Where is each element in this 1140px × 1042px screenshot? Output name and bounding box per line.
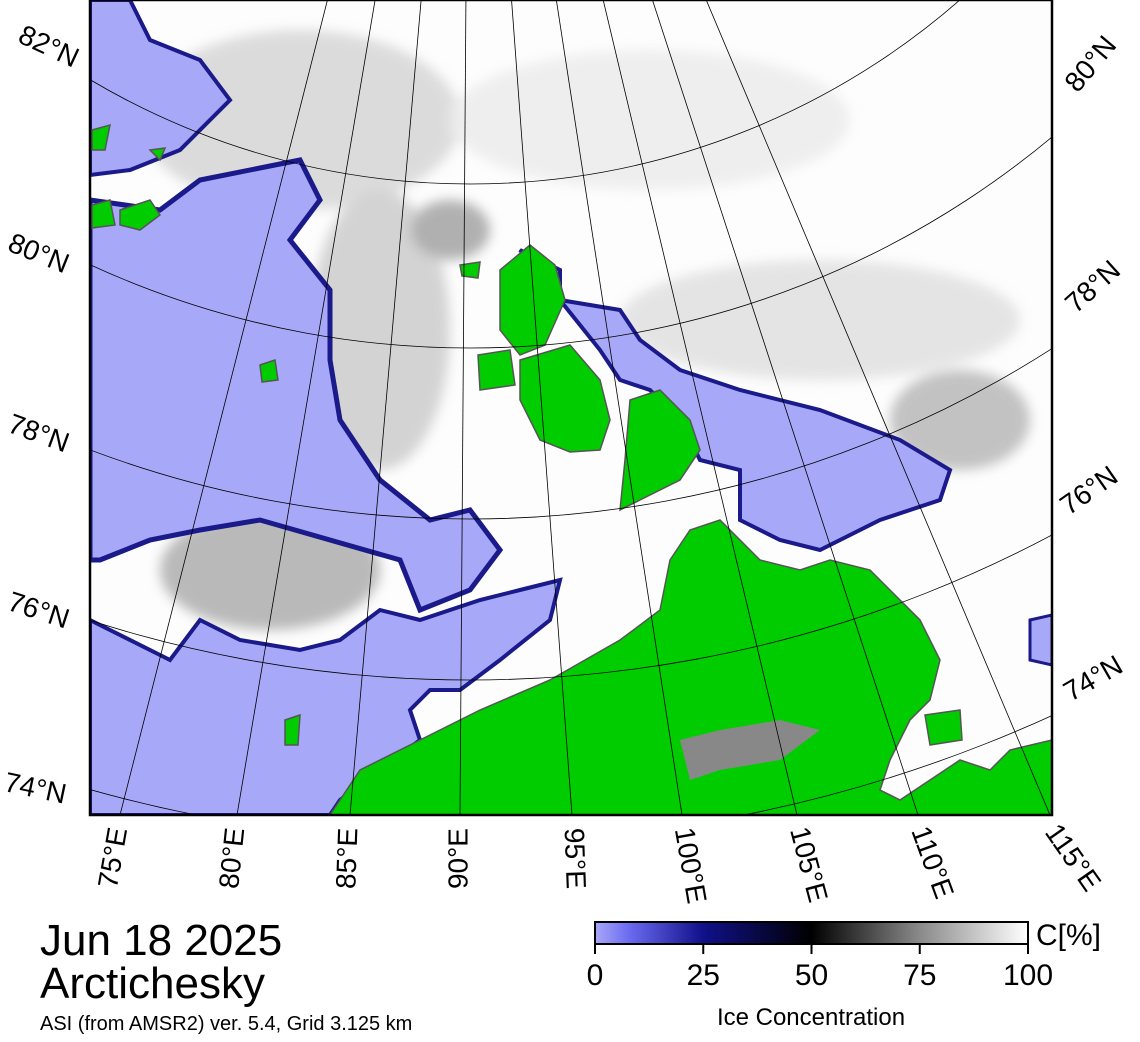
colorbar-tick-label: 75 [903, 959, 936, 992]
lon-label: 115°E [1039, 818, 1107, 897]
colorbar-tick-label: 0 [587, 959, 604, 992]
lat-label: 76°N [1054, 460, 1123, 521]
colorbar-unit: C[%] [1036, 919, 1101, 952]
lon-label: 105°E [784, 823, 834, 905]
colorbar-title: Ice Concentration [717, 1004, 905, 1031]
colorbar [594, 921, 1029, 945]
colorbar-tick-label: 25 [687, 959, 720, 992]
lon-label: 95°E [559, 827, 592, 889]
land-elevation [680, 720, 820, 780]
lat-label: 80°N [1058, 30, 1122, 98]
lat-label: 82°N [14, 19, 84, 74]
region: Arctichesky [40, 959, 265, 1008]
colorbar-ticks: 0 25 50 75 100 [587, 944, 1053, 992]
lon-label: 100°E [669, 825, 713, 906]
open-water [90, 157, 504, 614]
date: Jun 18 2025 [40, 916, 282, 965]
map-frame [88, 0, 1054, 817]
lat-label: 78°N [4, 408, 73, 459]
lon-label: 85°E [330, 827, 363, 889]
lon-label: 110°E [905, 822, 960, 903]
map-area [90, 0, 1052, 815]
colorbar-tick-label: 50 [795, 959, 828, 992]
lat-label: 74°N [1058, 649, 1128, 707]
colorbar-tick-label: 100 [1003, 959, 1053, 992]
lat-label: 76°N [4, 586, 73, 635]
lon-label: 80°E [213, 826, 250, 890]
ice-texture [140, 30, 1030, 630]
land [91, 123, 1052, 815]
lat-label: 78°N [1059, 254, 1126, 319]
open-water [1028, 613, 1052, 667]
lat-label: 80°N [4, 227, 74, 279]
lon-label: 75°E [92, 825, 133, 890]
graticule [90, 0, 1052, 815]
lat-label: 74°N [2, 766, 70, 809]
source: ASI (from AMSR2) ver. 5.4, Grid 3.125 km [40, 1013, 412, 1035]
lon-label: 90°E [442, 828, 473, 889]
